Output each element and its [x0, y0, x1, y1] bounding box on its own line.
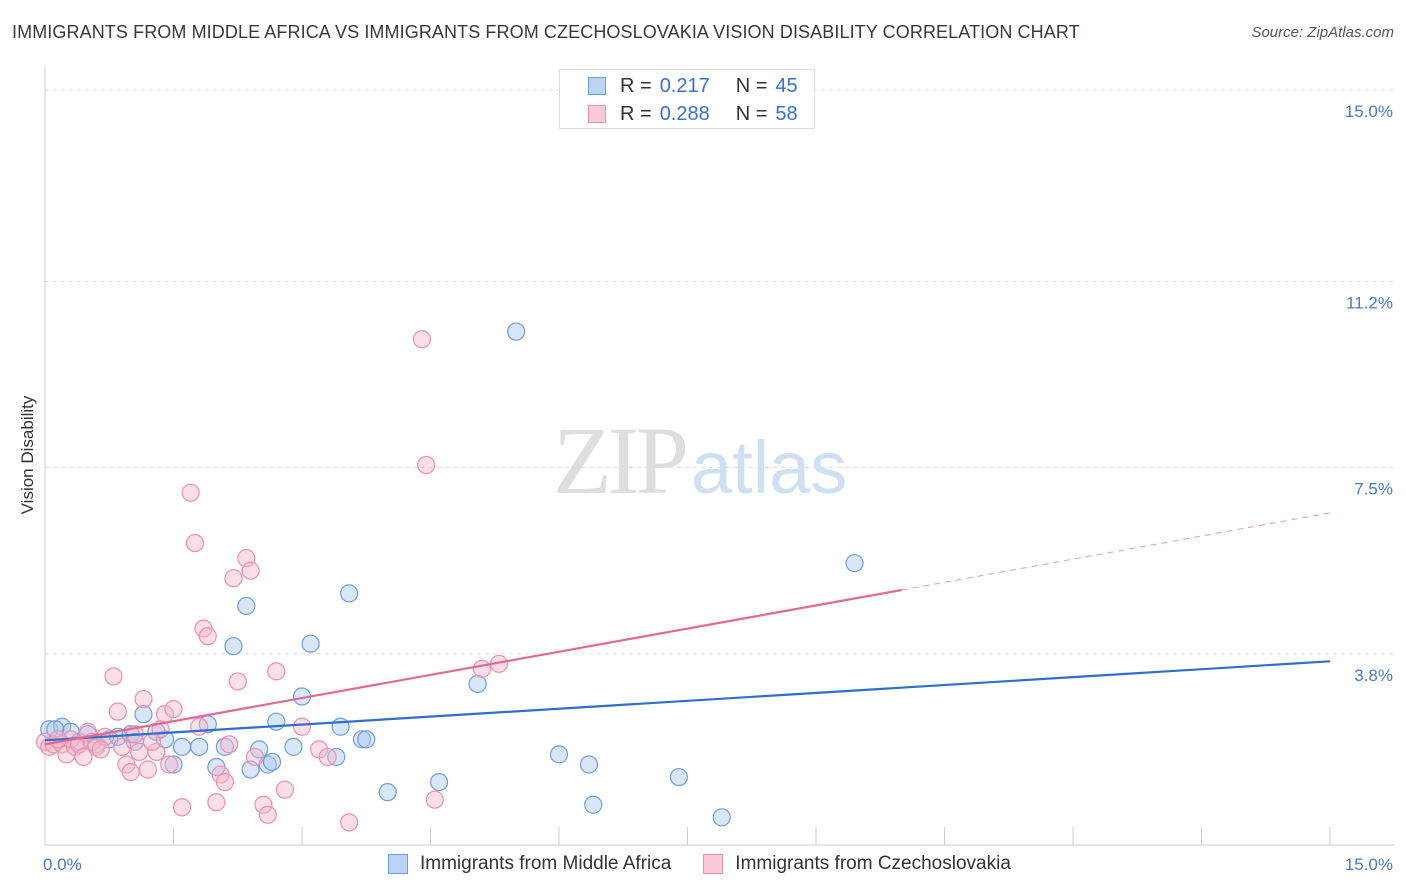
- series-label-czechoslovakia: Immigrants from Czechoslovakia: [735, 853, 1011, 874]
- data-point-czechoslovakia: [267, 662, 286, 681]
- legend-swatch-pink: [588, 105, 606, 123]
- trendline-middle-africa: [44, 660, 1331, 742]
- data-point-middle-africa: [172, 737, 192, 756]
- y-tick-label: 3.8%: [1354, 666, 1393, 685]
- data-point-middle-africa: [669, 767, 689, 787]
- data-point-czechoslovakia: [241, 561, 260, 580]
- chart-title: IMMIGRANTS FROM MIDDLE AFRICA VS IMMIGRA…: [12, 22, 1080, 42]
- data-point-middle-africa: [429, 772, 449, 792]
- data-point-middle-africa: [262, 752, 282, 772]
- series-swatch-blue: [388, 854, 408, 874]
- data-point-middle-africa: [237, 596, 256, 616]
- data-point-middle-africa: [584, 795, 603, 814]
- data-point-czechoslovakia: [318, 747, 337, 767]
- data-point-czechoslovakia: [220, 735, 239, 754]
- data-point-czechoslovakia: [412, 330, 432, 349]
- legend-n-value: 45: [775, 74, 798, 97]
- legend-row-middle-africa: R = 0.217 N = 45: [588, 75, 798, 97]
- data-point-middle-africa: [845, 554, 864, 573]
- data-point-middle-africa: [134, 705, 153, 724]
- series-label-middle-africa: Immigrants from Middle Africa: [420, 853, 672, 874]
- data-point-middle-africa: [267, 712, 286, 731]
- data-point-czechoslovakia: [142, 732, 162, 751]
- legend-r-value: 0.217: [659, 74, 710, 97]
- legend-r-label: R =: [620, 74, 652, 97]
- data-point-czechoslovakia: [207, 793, 226, 812]
- data-point-czechoslovakia: [472, 659, 491, 678]
- source-credit: Source: ZipAtlas.com: [1251, 24, 1394, 41]
- data-point-czechoslovakia: [425, 790, 444, 809]
- y-tick-label: 15.0%: [1345, 102, 1393, 121]
- data-point-czechoslovakia: [104, 667, 123, 686]
- data-point-middle-africa: [352, 730, 372, 749]
- data-point-czechoslovakia: [164, 700, 183, 719]
- correlation-legend: R = 0.217 N = 45 R = 0.288 N = 58: [559, 69, 815, 129]
- data-point-czechoslovakia: [112, 737, 132, 756]
- data-point-czechoslovakia: [181, 483, 200, 502]
- data-point-czechoslovakia: [228, 672, 247, 691]
- series-swatch-pink: [703, 854, 724, 874]
- data-point-middle-africa: [340, 584, 359, 603]
- data-point-middle-africa: [164, 755, 183, 774]
- data-point-czechoslovakia: [147, 742, 166, 761]
- data-point-czechoslovakia: [198, 627, 217, 646]
- data-point-czechoslovakia: [245, 747, 264, 767]
- data-point-czechoslovakia: [160, 755, 179, 774]
- data-point-middle-africa: [284, 737, 303, 756]
- data-point-czechoslovakia: [172, 798, 192, 817]
- data-point-czechoslovakia: [224, 569, 243, 588]
- data-point-czechoslovakia: [74, 747, 93, 767]
- data-point-middle-africa: [224, 637, 243, 656]
- legend-n-value: 58: [775, 102, 798, 125]
- data-point-middle-africa: [378, 783, 397, 802]
- series-legend-czechoslovakia: Immigrants from Czechoslovakia: [703, 853, 1011, 875]
- legend-n-label: N =: [735, 102, 768, 125]
- data-point-czechoslovakia: [417, 455, 436, 475]
- data-point-middle-africa: [712, 808, 731, 827]
- data-point-middle-africa: [357, 730, 376, 749]
- legend-swatch-blue: [588, 77, 606, 95]
- data-point-czechoslovakia: [91, 740, 110, 759]
- series-legend: Immigrants from Middle Africa Immigrants…: [388, 852, 1043, 876]
- data-point-czechoslovakia: [134, 689, 153, 709]
- data-point-czechoslovakia: [138, 760, 157, 779]
- legend-n-label: N =: [735, 74, 768, 97]
- trendline-czechoslovakia: [44, 588, 902, 746]
- data-point-czechoslovakia: [292, 717, 312, 736]
- y-tick-label: 7.5%: [1354, 480, 1393, 499]
- data-point-middle-africa: [190, 737, 209, 756]
- legend-row-czechoslovakia: R = 0.288 N = 58: [588, 103, 798, 125]
- data-point-czechoslovakia: [185, 533, 205, 553]
- x-tick-label: 15.0%: [1345, 855, 1393, 874]
- data-point-czechoslovakia: [275, 780, 294, 799]
- data-point-czechoslovakia: [121, 762, 140, 782]
- y-tick-label: 11.2%: [1346, 293, 1393, 312]
- data-point-czechoslovakia: [215, 772, 234, 792]
- data-point-middle-africa: [507, 322, 526, 341]
- series-legend-middle-africa: Immigrants from Middle Africa: [388, 853, 671, 875]
- watermark-zip: ZIP: [553, 407, 689, 514]
- legend-r-value: 0.288: [659, 102, 710, 125]
- legend-r-label: R =: [620, 102, 652, 125]
- data-point-czechoslovakia: [340, 813, 359, 832]
- data-point-middle-africa: [301, 634, 320, 653]
- data-point-czechoslovakia: [258, 805, 277, 824]
- data-point-czechoslovakia: [108, 702, 127, 721]
- data-point-middle-africa: [579, 755, 599, 774]
- data-point-czechoslovakia: [190, 717, 209, 736]
- data-point-middle-africa: [468, 674, 487, 694]
- data-point-middle-africa: [549, 745, 569, 764]
- x-tick-label: 0.0%: [43, 855, 82, 874]
- trendline-czechoslovakia-extension: [901, 512, 1331, 591]
- data-point-czechoslovakia: [254, 795, 273, 814]
